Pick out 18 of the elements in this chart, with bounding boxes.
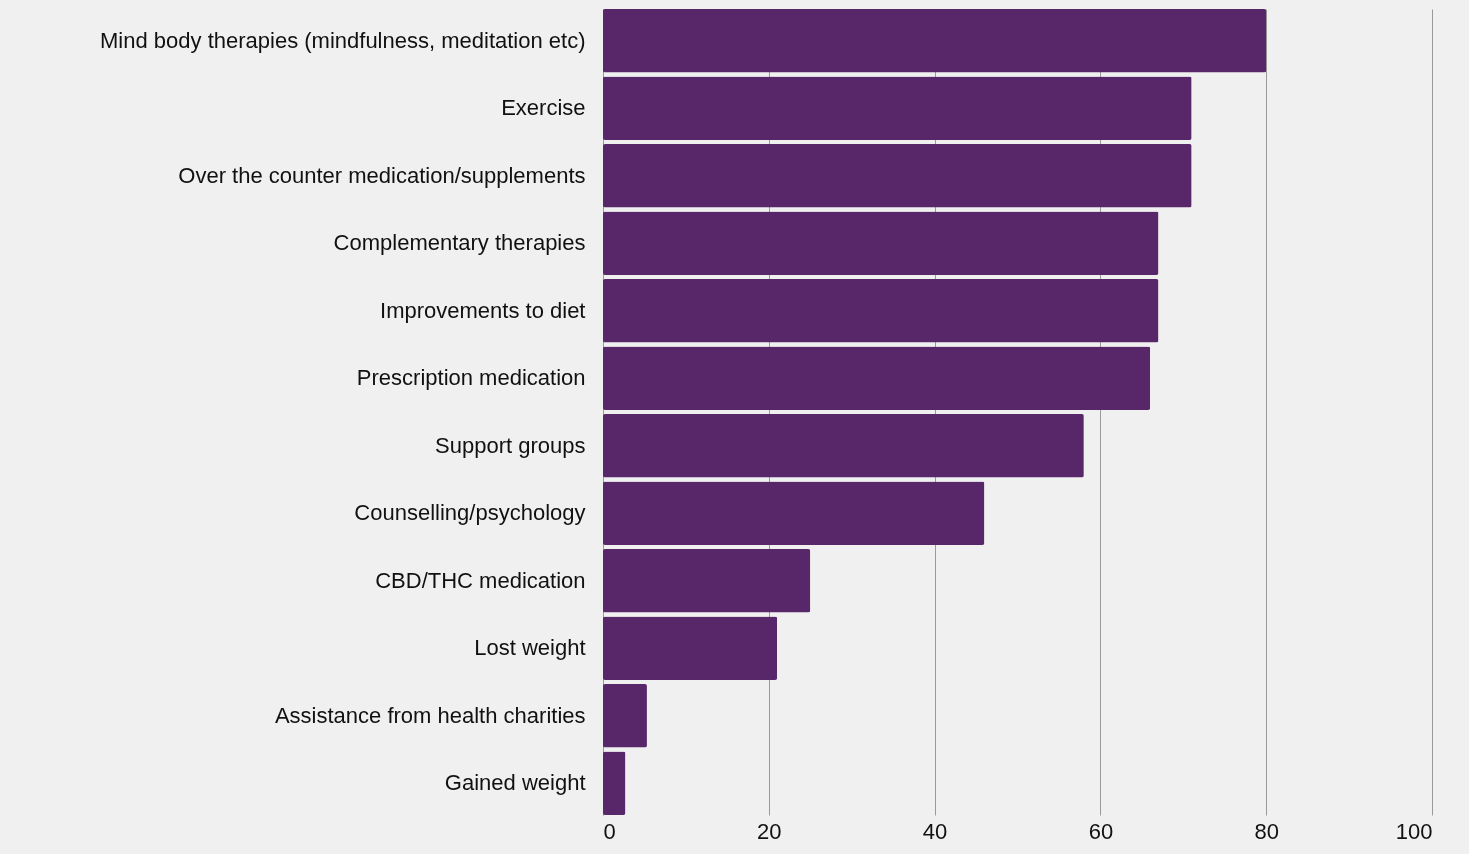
y-tick-label: Complementary therapies [333,230,586,256]
x-tick-label: 20 [757,818,782,844]
y-tick-label: Prescription medication [356,365,586,391]
x-tick-label: 40 [922,818,948,844]
x-tick-label: 100 [1395,818,1433,844]
y-tick-label: Lost weight [474,635,586,661]
y-tick-label: Exercise [501,95,586,121]
y-tick-label: Support groups [435,432,586,458]
y-tick-label: Gained weight [444,770,586,796]
y-tick-label: Mind body therapies (mindfulness, meditation etc) [100,27,586,53]
y-tick-label: Over the counter medication/supplements [178,162,586,188]
y-tick-label: Counselling/psychology [354,500,586,526]
x-tick-label: 80 [1254,818,1279,844]
y-tick-label: CBD/THC medication [375,567,586,593]
y-tick-label: Improvements to diet [380,297,586,323]
x-tick-label: 60 [1088,818,1114,844]
x-tick-label: 0 [603,818,616,844]
y-tick-label: Assistance from health charities [274,702,586,728]
